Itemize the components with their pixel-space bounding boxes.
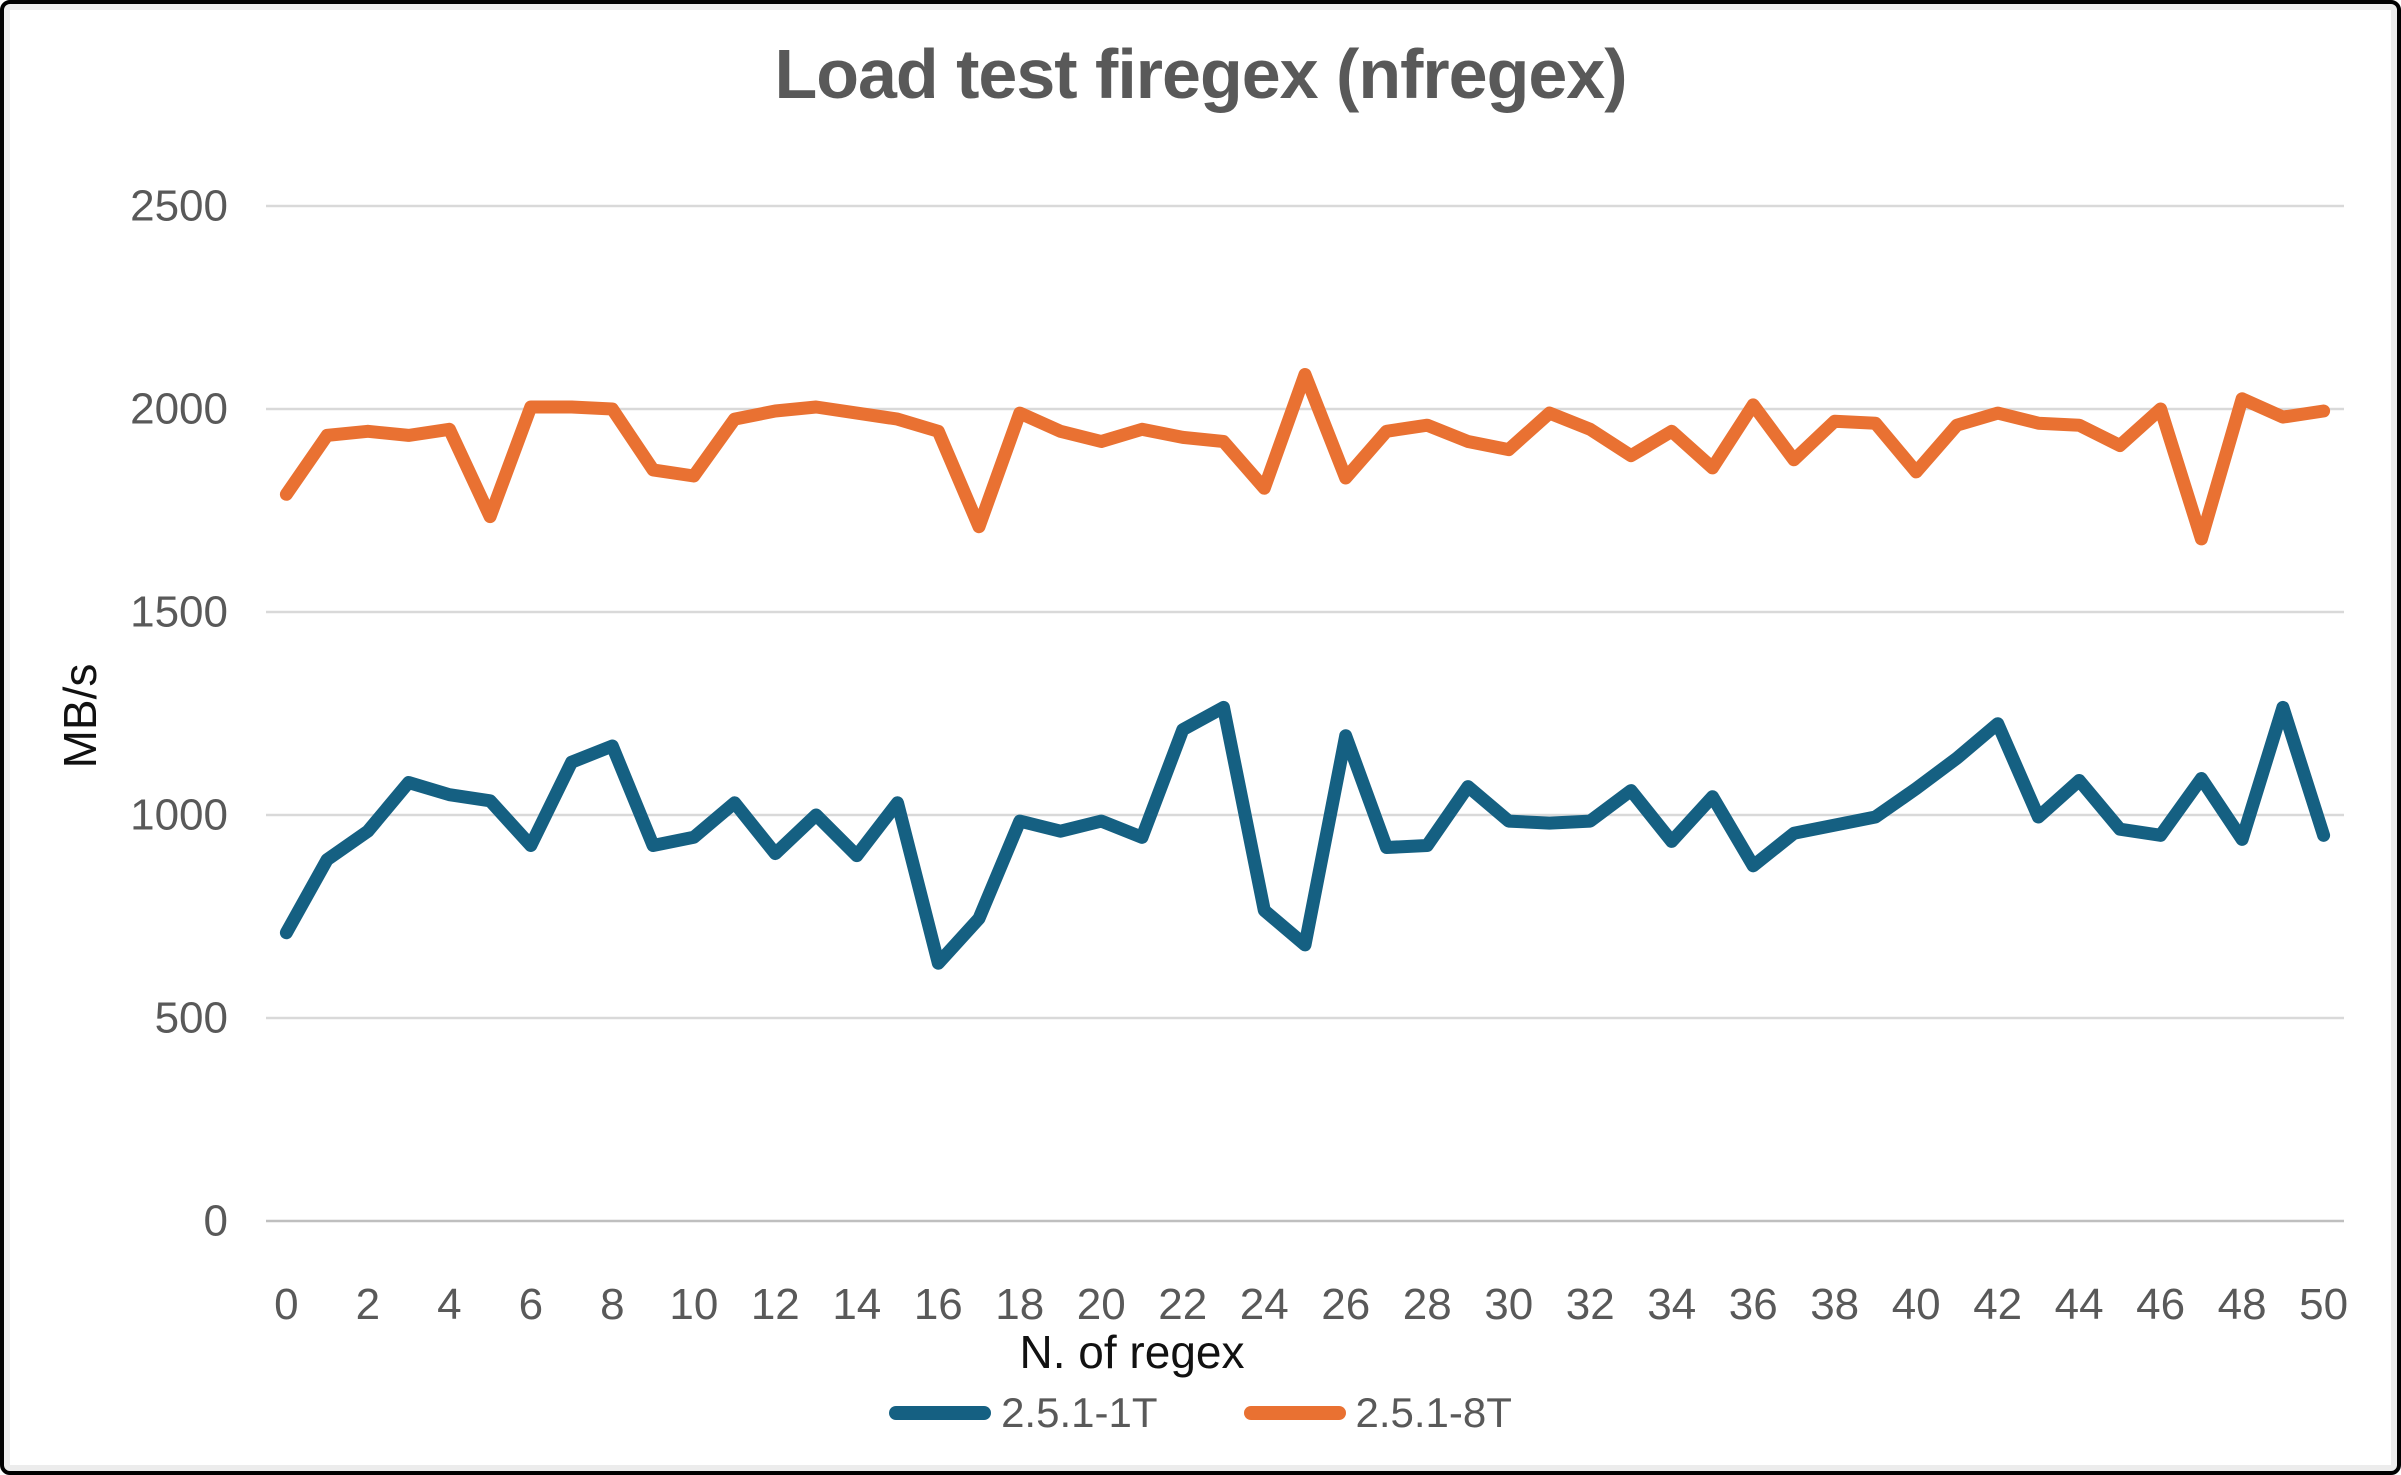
legend-item-8t[interactable]: 2.5.1-8T	[1243, 1389, 1512, 1437]
x-tick-label: 48	[2218, 1280, 2267, 1329]
x-tick-label: 18	[995, 1280, 1044, 1329]
y-tick-label: 2000	[130, 385, 228, 434]
x-tick-label: 40	[1892, 1280, 1941, 1329]
x-tick-label: 30	[1484, 1280, 1533, 1329]
x-tick-label: 26	[1321, 1280, 1370, 1329]
legend-label-8t: 2.5.1-8T	[1355, 1389, 1512, 1436]
x-tick-label: 16	[914, 1280, 963, 1329]
series-line-2.5.1-1T[interactable]	[279, 700, 2331, 970]
x-tick-label: 38	[1810, 1280, 1859, 1329]
x-tick-label: 6	[519, 1280, 543, 1329]
x-tick-label: 32	[1566, 1280, 1615, 1329]
y-tick-label: 1000	[130, 791, 228, 840]
x-tick-label: 36	[1729, 1280, 1778, 1329]
x-tick-label: 44	[2055, 1280, 2104, 1329]
x-tick-label: 8	[600, 1280, 624, 1329]
x-tick-label: 4	[437, 1280, 461, 1329]
x-tick-label: 50	[2299, 1280, 2348, 1329]
series-8t-swatch	[1243, 1406, 1346, 1420]
x-tick-label: 42	[1973, 1280, 2022, 1329]
y-tick-label: 0	[204, 1197, 228, 1246]
legend-label-1t: 2.5.1-1T	[1001, 1389, 1158, 1436]
x-tick-label: 20	[1077, 1280, 1126, 1329]
x-tick-label: 14	[832, 1280, 881, 1329]
x-tick-label: 0	[274, 1280, 298, 1329]
series-1t-swatch	[889, 1406, 992, 1420]
legend: 2.5.1-1T 2.5.1-8T	[4, 1389, 2397, 1437]
legend-item-1t[interactable]: 2.5.1-1T	[889, 1389, 1158, 1437]
x-tick-label: 10	[669, 1280, 718, 1329]
x-tick-label: 24	[1240, 1280, 1289, 1329]
x-axis-title: N. of regex	[1019, 1326, 1245, 1378]
y-axis-title: MB/s	[54, 663, 106, 769]
x-tick-label: 12	[751, 1280, 800, 1329]
series-line-2.5.1-8T[interactable]	[279, 368, 2331, 546]
y-tick-label: 2500	[130, 182, 228, 231]
y-tick-label: 500	[155, 994, 228, 1043]
x-tick-label: 34	[1647, 1280, 1696, 1329]
x-tick-label: 2	[356, 1280, 380, 1329]
chart-title: Load test firegex (nfregex)	[774, 35, 1627, 113]
x-tick-label: 46	[2136, 1280, 2185, 1329]
x-tick-label: 28	[1403, 1280, 1452, 1329]
x-tick-label: 22	[1158, 1280, 1207, 1329]
y-tick-label: 1500	[130, 588, 228, 637]
